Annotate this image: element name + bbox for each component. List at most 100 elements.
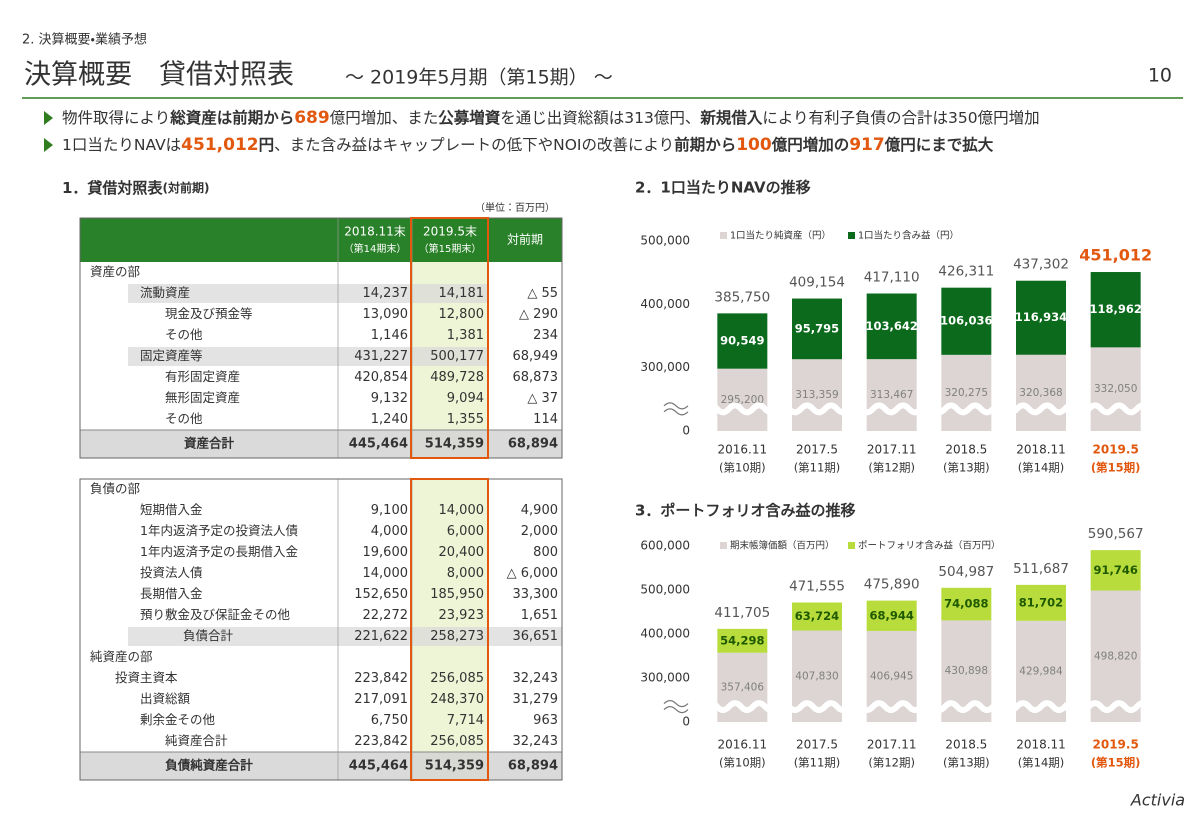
cell-value: 19,600 — [363, 545, 409, 560]
x-tick-sublabel: (第13期) — [943, 461, 990, 475]
section-label: 2. 決算概要・業績予想 — [22, 32, 147, 48]
bar-segment — [1090, 590, 1141, 722]
bar-segment — [1016, 280, 1066, 355]
bullet-segment: 451,012 — [181, 135, 258, 155]
total-label: 411,705 — [714, 605, 770, 621]
cell-value: 514,359 — [425, 437, 484, 452]
y-tick-label: 0 — [682, 424, 690, 438]
cell-value: 20,400 — [439, 545, 485, 560]
bullet-segment: 、また含み益はキャップレートの低下やNOIの改善により — [274, 136, 674, 154]
cell-value: 32,243 — [513, 671, 559, 686]
cell-value: 4,000 — [371, 524, 408, 539]
bar-segment — [1090, 347, 1141, 431]
cell-value: 217,091 — [354, 692, 408, 707]
cell-value: 14,000 — [439, 503, 485, 518]
cell-value: 14,000 — [363, 566, 409, 581]
bar-segment — [1016, 584, 1066, 621]
table-border — [79, 217, 563, 459]
slide-title: 決算概要 貸借対照表 — [24, 60, 294, 91]
cell-value: 420,854 — [354, 370, 408, 385]
axis-break-mark — [663, 402, 689, 410]
slide-subtitle: ～ 2019年5月期（第15期） ～ — [345, 67, 613, 89]
value-label: 320,275 — [945, 387, 988, 399]
value-label: 295,200 — [721, 394, 764, 406]
row-label: 預り敷金及び保証金その他 — [140, 607, 291, 622]
bar-segment — [941, 354, 992, 431]
row-label: 投資主資本 — [115, 670, 178, 685]
legend-swatch — [848, 232, 855, 239]
cell-value: 1,651 — [521, 608, 558, 623]
value-label: 430,898 — [945, 665, 988, 677]
total-label: 511,687 — [1013, 561, 1069, 577]
bullet-text: 物件取得により総資産は前期から689億円増加、また公募増資を通じ出資総額は313… — [62, 108, 1040, 129]
bullet-segment: 総資産は前期から — [169, 108, 294, 127]
x-tick-label: 2019.5 — [1093, 443, 1139, 457]
cell-value: 14,237 — [363, 286, 409, 301]
column-header: （第14期末） — [344, 242, 407, 255]
cell-value: 68,894 — [508, 759, 558, 774]
cell-value: 8,000 — [447, 566, 484, 581]
cell-value: 6,750 — [371, 713, 408, 728]
bullet-segment: 689 — [294, 108, 330, 128]
value-label: 54,298 — [720, 633, 764, 647]
x-tick-label: 2019.5 — [1093, 738, 1139, 752]
x-tick-sublabel: (第14期) — [1018, 461, 1065, 475]
value-label: 68,944 — [869, 608, 913, 622]
chart-title: 2．1口当たりNAVの推移 — [635, 179, 811, 197]
axis-break-wave — [702, 700, 1164, 714]
table-title: 1．貸借対照表(対前期) — [62, 179, 209, 197]
x-tick-label: 2016.11 — [718, 443, 768, 457]
row-label: 出資総額 — [140, 691, 191, 706]
row-shade — [128, 284, 488, 303]
cell-value: 500,177 — [430, 349, 484, 364]
total-label: 426,311 — [938, 264, 994, 280]
cell-value: 23,923 — [439, 608, 485, 623]
chart-title: 3．ポートフォリオ含み益の推移 — [635, 502, 855, 520]
bar-segment — [717, 628, 768, 653]
bullet-segment: 億円増加の — [771, 135, 850, 154]
value-label: 118,962 — [1089, 302, 1141, 316]
y-tick-label: 300,000 — [640, 360, 690, 374]
row-label: その他 — [165, 327, 203, 342]
value-label: 313,467 — [870, 389, 913, 401]
cell-value: 152,650 — [354, 587, 408, 602]
cell-value: 6,000 — [447, 524, 484, 539]
cell-value: 36,651 — [513, 629, 559, 644]
bar-segment — [866, 293, 917, 360]
total-row — [80, 430, 562, 458]
value-label: 357,406 — [721, 681, 765, 693]
cell-value: 68,949 — [513, 349, 559, 364]
cell-value: 1,240 — [371, 412, 408, 427]
x-tick-label: 2018.11 — [1016, 738, 1066, 752]
value-label: 313,359 — [795, 389, 838, 401]
cell-value: 234 — [533, 328, 558, 343]
total-label: 504,987 — [938, 564, 994, 580]
bar-segment — [866, 600, 917, 631]
y-tick-label: 0 — [682, 715, 690, 729]
value-label: 74,088 — [944, 597, 988, 611]
cell-value: △ 6,000 — [507, 566, 558, 581]
bullet-segment: により有利子負債の合計は350億円増加 — [762, 109, 1039, 127]
row-label: 無形固定資産 — [165, 390, 240, 405]
cell-value: 223,842 — [354, 734, 408, 749]
y-tick-label: 400,000 — [640, 627, 690, 641]
x-tick-label: 2016.11 — [718, 738, 768, 752]
cell-value: 9,100 — [371, 503, 408, 518]
value-label: 498,820 — [1094, 650, 1137, 662]
column-header: 対前期 — [507, 232, 543, 247]
row-label: 長期借入金 — [140, 586, 203, 601]
row-label: 資産の部 — [90, 264, 141, 279]
row-label: 投資法人債 — [140, 565, 203, 580]
cell-value: 1,355 — [447, 412, 484, 427]
x-tick-sublabel: (第15期) — [1091, 756, 1141, 770]
value-label: 429,984 — [1019, 665, 1063, 677]
cell-value: 114 — [533, 412, 558, 427]
legend-swatch — [720, 232, 727, 239]
legend-swatch — [720, 542, 727, 549]
bar-segment — [792, 602, 842, 631]
column-header: 2018.11末 — [344, 225, 406, 239]
cell-value: 1,146 — [371, 328, 408, 343]
bar-segment — [792, 298, 842, 360]
bullet-arrow — [44, 138, 53, 152]
bullet-segment: 円 — [259, 136, 275, 154]
